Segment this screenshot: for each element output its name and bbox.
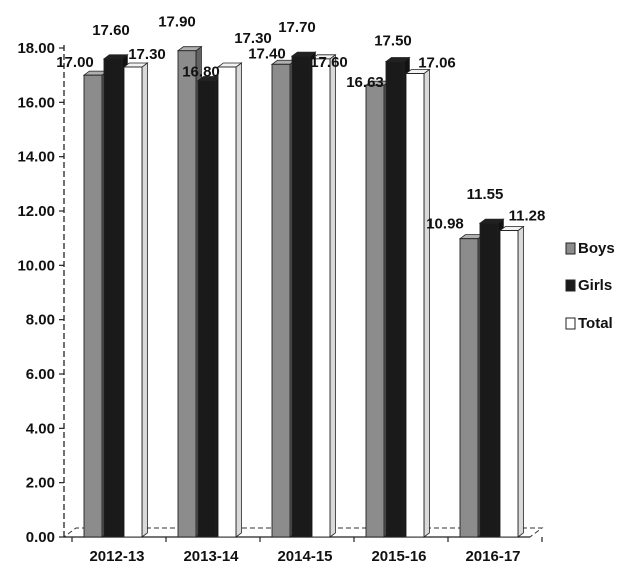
y-tick-label: 12.00	[17, 203, 55, 220]
bar-total-2015-16	[404, 68, 431, 538]
y-tick-label: 6.00	[26, 366, 55, 383]
bar-total-2014-15	[310, 54, 337, 538]
data-label-total-2016-17: 11.28	[509, 208, 546, 225]
y-tick-label: 0.00	[26, 529, 55, 546]
legend-swatch-total	[565, 317, 576, 330]
legend-label-girls: Girls	[578, 277, 612, 294]
y-tick-label: 14.00	[17, 149, 55, 166]
chart-bars	[82, 45, 525, 538]
bar-total-2016-17	[498, 225, 525, 538]
chart-floor	[62, 527, 544, 538]
bar-total-2013-14	[216, 62, 243, 538]
legend-label-boys: Boys	[578, 240, 615, 257]
data-label-girls-2015-16: 17.50	[374, 33, 412, 50]
x-tick-label-2013-14: 2013-14	[183, 548, 239, 565]
y-tick-label: 4.00	[26, 420, 55, 437]
data-label-boys-2015-16: 16.63	[346, 74, 384, 91]
x-tick-label-2015-16: 2015-16	[371, 548, 426, 565]
data-label-total-2013-14: 17.30	[234, 30, 272, 47]
bar-total-2012-13	[122, 62, 149, 538]
data-label-girls-2014-15: 17.70	[278, 19, 316, 36]
x-tick-label-2016-17: 2016-17	[465, 548, 520, 565]
legend-swatch-girls	[565, 279, 576, 292]
y-tick-label: 8.00	[26, 312, 55, 329]
data-label-girls-2016-17: 11.55	[467, 186, 504, 203]
data-label-girls-2012-13: 17.60	[92, 22, 130, 39]
legend-swatch-boys	[565, 242, 576, 255]
x-tick-label-2014-15: 2014-15	[277, 548, 332, 565]
chart-data-labels: 17.0017.6017.3017.9016.8017.3017.4017.70…	[56, 14, 545, 233]
data-label-total-2015-16: 17.06	[418, 55, 456, 72]
y-tick-label: 18.00	[17, 40, 55, 57]
data-label-girls-2013-14: 16.80	[182, 64, 220, 81]
data-label-boys-2013-14: 17.90	[158, 14, 196, 31]
data-label-boys-2012-13: 17.00	[56, 54, 94, 71]
data-label-total-2012-13: 17.30	[128, 46, 166, 63]
y-tick-label: 2.00	[26, 475, 55, 492]
x-tick-label-2012-13: 2012-13	[89, 548, 144, 565]
chart-axes: 0.00 2.00 4.00 6.00 8.00 10.00 12.00 14.00 16.00…	[17, 40, 544, 565]
legend-label-total: Total	[578, 315, 613, 332]
data-label-boys-2014-15: 17.40	[248, 45, 286, 62]
y-tick-label: 16.00	[17, 94, 55, 111]
data-label-boys-2016-17: 10.98	[426, 216, 464, 233]
y-tick-label: 10.00	[17, 257, 55, 274]
chart-legend: Boys Girls Total	[565, 240, 615, 332]
data-label-total-2014-15: 17.60	[310, 54, 348, 71]
